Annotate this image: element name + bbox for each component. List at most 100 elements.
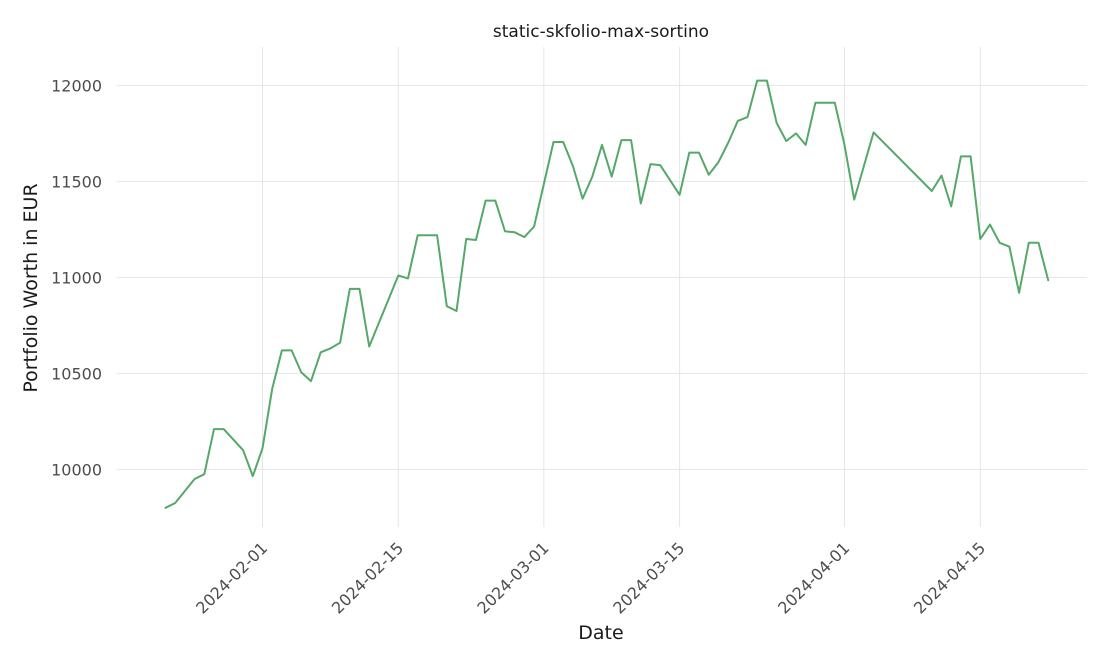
y-tick-labels: 10000 10500 11000 11500 12000 xyxy=(51,76,102,479)
data-point xyxy=(853,199,855,201)
data-point xyxy=(999,242,1001,244)
data-point xyxy=(165,507,167,509)
data-point xyxy=(262,447,264,449)
data-point xyxy=(1038,242,1040,244)
data-point xyxy=(747,116,749,118)
data-point xyxy=(766,80,768,82)
data-point xyxy=(359,288,361,290)
y-tick-label: 10000 xyxy=(51,460,102,479)
data-point xyxy=(630,139,632,141)
x-tick-label: 2024-03-15 xyxy=(609,538,688,617)
data-point xyxy=(844,144,846,146)
y-tick-label: 11500 xyxy=(51,172,102,191)
data-point xyxy=(834,102,836,104)
data-point xyxy=(679,194,681,196)
chart-title: static-skfolio-max-sortino xyxy=(493,22,709,42)
data-point xyxy=(436,234,438,236)
data-point xyxy=(494,200,496,202)
data-point xyxy=(1018,292,1020,294)
data-point xyxy=(795,132,797,134)
data-point xyxy=(873,131,875,133)
data-point xyxy=(601,144,603,146)
data-point xyxy=(300,371,302,373)
data-point xyxy=(194,478,196,480)
data-point xyxy=(242,449,244,451)
x-tick-label: 2024-02-15 xyxy=(328,538,407,617)
series-points xyxy=(165,80,1050,509)
data-point xyxy=(776,122,778,124)
data-point xyxy=(611,176,613,178)
data-point xyxy=(281,349,283,351)
data-point xyxy=(727,142,729,144)
y-tick-label: 12000 xyxy=(51,76,102,95)
data-point xyxy=(582,198,584,200)
data-point xyxy=(475,239,477,241)
y-axis-title: Portfolio Worth in EUR xyxy=(20,183,42,392)
data-point xyxy=(1047,279,1049,281)
data-point xyxy=(960,155,962,157)
data-point xyxy=(252,475,254,477)
data-point xyxy=(941,175,943,177)
x-tick-labels: 2024-02-01 2024-02-15 2024-03-01 2024-03-15… xyxy=(192,538,989,617)
data-point xyxy=(659,164,661,166)
data-point xyxy=(174,502,176,504)
data-point xyxy=(271,388,273,390)
data-point xyxy=(533,226,535,228)
data-point xyxy=(465,238,467,240)
data-point xyxy=(717,161,719,163)
data-point xyxy=(640,203,642,205)
data-point xyxy=(339,342,341,344)
data-point xyxy=(737,120,739,122)
data-point xyxy=(203,473,205,475)
data-point xyxy=(553,141,555,143)
data-point xyxy=(397,275,399,277)
data-point xyxy=(213,428,215,430)
series-line xyxy=(164,79,1050,509)
x-tick-label: 2024-04-15 xyxy=(910,538,989,617)
data-point xyxy=(805,144,807,146)
data-point xyxy=(407,277,409,279)
x-tick-label: 2024-02-01 xyxy=(192,538,271,617)
data-point xyxy=(523,236,525,238)
data-point xyxy=(368,346,370,348)
data-point xyxy=(223,428,225,430)
data-point xyxy=(979,238,981,240)
y-tick-label: 10500 xyxy=(51,364,102,383)
data-point xyxy=(708,174,710,176)
data-point xyxy=(688,152,690,154)
data-point xyxy=(504,230,506,232)
x-tick-label: 2024-03-01 xyxy=(473,538,552,617)
data-point xyxy=(310,380,312,382)
x-axis-title: Date xyxy=(578,622,623,644)
data-point xyxy=(349,288,351,290)
data-point xyxy=(1028,242,1030,244)
data-point xyxy=(320,351,322,353)
data-point xyxy=(989,224,991,226)
data-point xyxy=(572,165,574,167)
data-point xyxy=(756,80,758,82)
data-point xyxy=(620,139,622,141)
data-point xyxy=(514,231,516,233)
data-point xyxy=(1008,246,1010,248)
y-tick-label: 11000 xyxy=(51,268,102,287)
data-point xyxy=(931,190,933,192)
data-point xyxy=(456,310,458,312)
grid xyxy=(117,47,1087,527)
data-point xyxy=(650,163,652,165)
x-tick-label: 2024-04-01 xyxy=(774,538,853,617)
data-point xyxy=(329,347,331,349)
data-point xyxy=(291,349,293,351)
data-point xyxy=(591,176,593,178)
data-point xyxy=(485,200,487,202)
series-layer xyxy=(164,79,1050,509)
data-point xyxy=(970,155,972,157)
data-point xyxy=(446,305,448,307)
data-point xyxy=(698,152,700,154)
data-point xyxy=(562,141,564,143)
data-point xyxy=(785,140,787,142)
data-point xyxy=(814,102,816,104)
data-point xyxy=(950,205,952,207)
data-point xyxy=(417,234,419,236)
